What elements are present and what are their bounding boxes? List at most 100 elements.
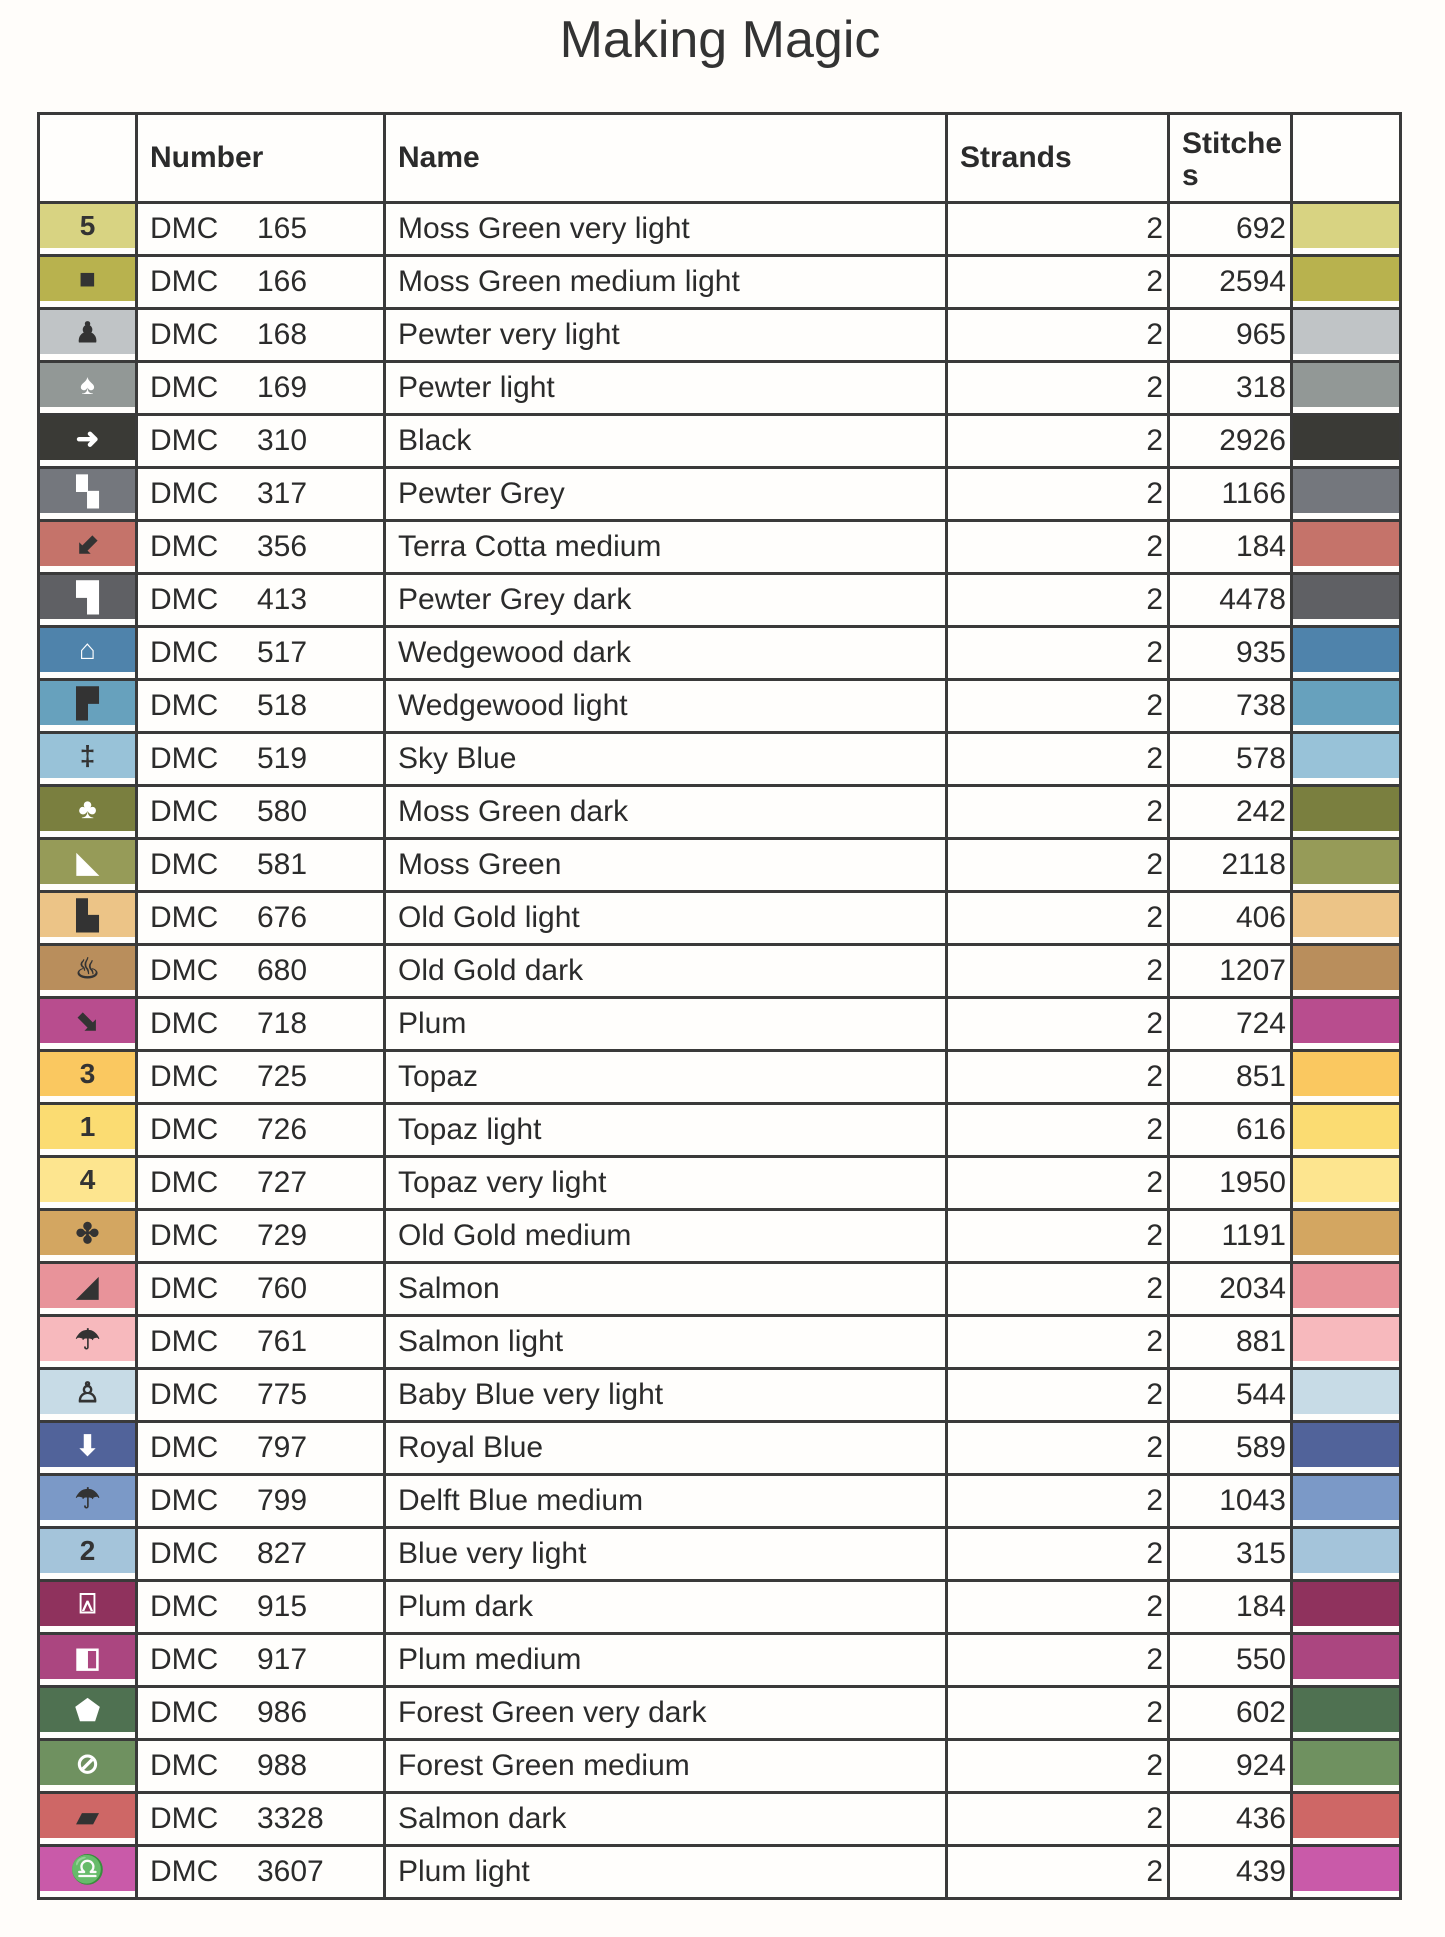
number-cell: DMC 168	[135, 307, 386, 363]
floss-code: 3607	[257, 1855, 324, 1888]
brand: DMC	[150, 371, 219, 404]
number-cell: DMC 988	[135, 1738, 386, 1794]
table-row: ‡ DMC 519 Sky Blue 2 578	[37, 731, 1402, 787]
color-cell	[1290, 1049, 1402, 1105]
brand: DMC	[150, 1325, 219, 1358]
symbol-swatch	[41, 1106, 134, 1149]
header-name: Name	[383, 112, 948, 204]
table-row: 4 DMC 727 Topaz very light 2 1950	[37, 1155, 1402, 1211]
number-cell: DMC 986	[135, 1685, 386, 1741]
floss-code: 827	[257, 1537, 308, 1570]
symbol-cell: ☂	[37, 1473, 138, 1529]
name-cell: Sky Blue	[383, 731, 948, 787]
brand: DMC	[150, 901, 219, 934]
chart-symbol-icon: 1	[79, 1111, 96, 1142]
symbol-cell: ⊘	[37, 1738, 138, 1794]
chart-symbol-icon: ■	[79, 263, 96, 294]
floss-code: 775	[257, 1378, 308, 1411]
stitches-cell: 935	[1167, 625, 1293, 681]
name-cell: Topaz	[383, 1049, 948, 1105]
table-row: ◣ DMC 581 Moss Green 2 2118	[37, 837, 1402, 893]
floss-code: 799	[257, 1484, 308, 1517]
brand: DMC	[150, 1272, 219, 1305]
chart-symbol-icon: 2	[79, 1535, 96, 1566]
name-cell: Delft Blue medium	[383, 1473, 948, 1529]
color-cell	[1290, 890, 1402, 946]
symbol-swatch	[41, 205, 134, 248]
floss-code: 3328	[257, 1802, 324, 1835]
floss-code: 917	[257, 1643, 308, 1676]
symbol-cell: ♎	[37, 1844, 138, 1900]
chart-symbol-icon: ◣	[76, 846, 99, 878]
symbol-swatch	[41, 1530, 134, 1573]
chart-symbol-icon: ☂	[74, 1482, 101, 1514]
symbol-swatch	[41, 629, 134, 672]
color-swatch	[1294, 1848, 1398, 1891]
stitches-cell: 616	[1167, 1102, 1293, 1158]
stitches-cell: 851	[1167, 1049, 1293, 1105]
symbol-cell: ▜	[37, 572, 138, 628]
symbol-swatch	[41, 576, 134, 619]
color-cell	[1290, 784, 1402, 840]
brand: DMC	[150, 1484, 219, 1517]
name-cell: Baby Blue very light	[383, 1367, 948, 1423]
symbol-cell: ⬇	[37, 1420, 138, 1476]
floss-code: 169	[257, 371, 308, 404]
floss-code: 760	[257, 1272, 308, 1305]
color-cell	[1290, 307, 1402, 363]
chart-symbol-icon: ⊘	[75, 1747, 100, 1779]
brand: DMC	[150, 212, 219, 245]
strands-cell: 2	[945, 1844, 1170, 1900]
symbol-swatch	[41, 311, 134, 354]
symbol-cell: ♟	[37, 307, 138, 363]
stitches-cell: 692	[1167, 201, 1293, 257]
color-cell	[1290, 1155, 1402, 1211]
stitches-cell: 184	[1167, 1579, 1293, 1635]
stitches-cell: 924	[1167, 1738, 1293, 1794]
symbol-cell: ▙	[37, 890, 138, 946]
stitches-cell: 589	[1167, 1420, 1293, 1476]
number-cell: DMC 760	[135, 1261, 386, 1317]
brand: DMC	[150, 1219, 219, 1252]
strands-cell: 2	[945, 1314, 1170, 1370]
symbol-cell: ▰	[37, 1791, 138, 1847]
brand: DMC	[150, 530, 219, 563]
brand: DMC	[150, 1802, 219, 1835]
brand: DMC	[150, 583, 219, 616]
chart-symbol-icon: ▚	[76, 475, 99, 507]
header-color	[1290, 112, 1402, 204]
name-cell: Blue very light	[383, 1526, 948, 1582]
color-swatch	[1294, 947, 1398, 990]
symbol-cell: ⌂	[37, 625, 138, 681]
name-cell: Wedgewood light	[383, 678, 948, 734]
floss-code: 165	[257, 212, 308, 245]
color-cell	[1290, 1314, 1402, 1370]
name-cell: Moss Green	[383, 837, 948, 893]
table-row: ⌂ DMC 517 Wedgewood dark 2 935	[37, 625, 1402, 681]
stitches-cell: 2926	[1167, 413, 1293, 469]
symbol-cell: 3	[37, 1049, 138, 1105]
name-cell: Royal Blue	[383, 1420, 948, 1476]
table-row: ⊘ DMC 988 Forest Green medium 2 924	[37, 1738, 1402, 1794]
table-row: 1 DMC 726 Topaz light 2 616	[37, 1102, 1402, 1158]
number-cell: DMC 727	[135, 1155, 386, 1211]
number-cell: DMC 3607	[135, 1844, 386, 1900]
strands-cell: 2	[945, 201, 1170, 257]
color-cell	[1290, 678, 1402, 734]
name-cell: Topaz very light	[383, 1155, 948, 1211]
name-cell: Old Gold dark	[383, 943, 948, 999]
table-row: ♎ DMC 3607 Plum light 2 439	[37, 1844, 1402, 1900]
name-cell: Moss Green dark	[383, 784, 948, 840]
color-swatch	[1294, 1636, 1398, 1679]
color-swatch	[1294, 1318, 1398, 1361]
number-cell: DMC 317	[135, 466, 386, 522]
symbol-cell: ♨	[37, 943, 138, 999]
stitches-cell: 406	[1167, 890, 1293, 946]
chart-symbol-icon: ♎	[70, 1853, 105, 1885]
strands-cell: 2	[945, 360, 1170, 416]
number-cell: DMC 165	[135, 201, 386, 257]
chart-symbol-icon: ♨	[74, 952, 101, 984]
stitches-cell: 242	[1167, 784, 1293, 840]
symbol-swatch	[41, 364, 134, 407]
table-row: ✤ DMC 729 Old Gold medium 2 1191	[37, 1208, 1402, 1264]
